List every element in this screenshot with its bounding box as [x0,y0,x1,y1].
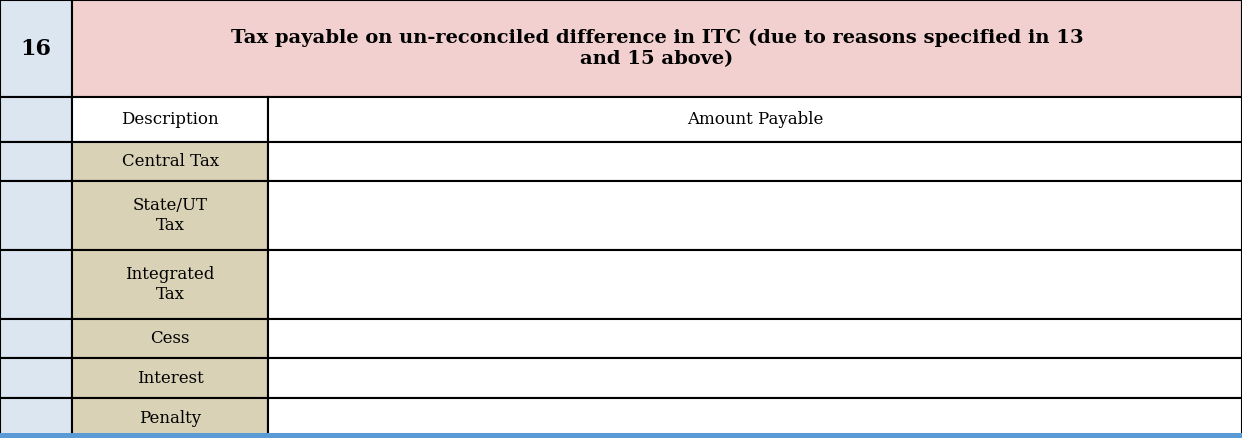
Bar [0,181,72,250]
Bar [72,141,268,181]
Bar [268,358,1242,398]
Bar [72,181,268,250]
Bar [268,250,1242,318]
Bar [268,398,1242,438]
Bar [0,358,72,398]
Bar [0,318,72,358]
Bar [0,398,72,438]
Bar [72,0,1242,97]
Bar [268,141,1242,181]
Bar [268,97,1242,141]
Bar [268,318,1242,358]
Bar [0,250,72,318]
Text: Cess: Cess [150,330,190,347]
Text: Tax payable on un-reconciled difference in ITC (due to reasons specified in 13
a: Tax payable on un-reconciled difference … [231,29,1083,68]
Bar [72,318,268,358]
Bar [72,398,268,438]
Text: 16: 16 [21,38,51,60]
Text: Central Tax: Central Tax [122,153,219,170]
Text: Penalty: Penalty [139,410,201,427]
Bar [268,181,1242,250]
Bar [0,141,72,181]
Text: Interest: Interest [137,370,204,387]
Bar [72,97,268,141]
Text: Description: Description [122,111,219,128]
Bar [0,433,1242,438]
Text: Amount Payable: Amount Payable [687,111,823,128]
Bar [0,97,72,141]
Bar [72,358,268,398]
Bar [0,0,72,97]
Text: Integrated
Tax: Integrated Tax [125,266,215,303]
Bar [72,250,268,318]
Text: State/UT
Tax: State/UT Tax [133,198,207,234]
